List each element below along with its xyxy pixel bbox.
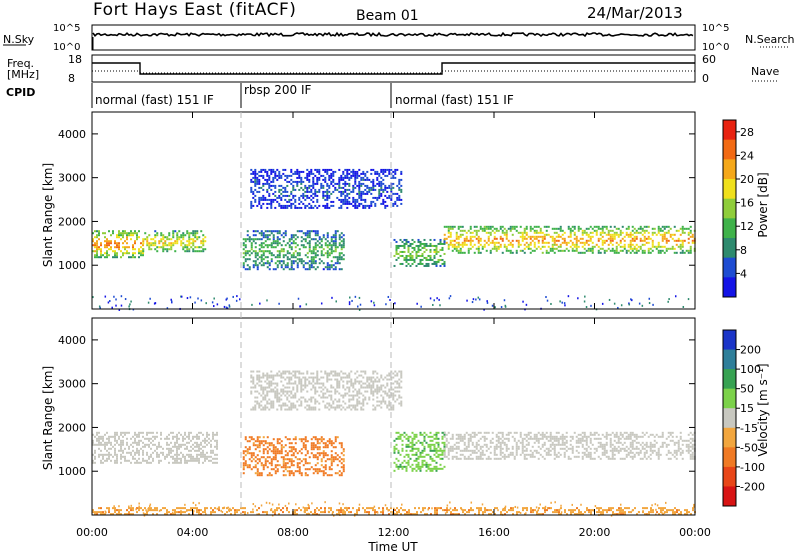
colorbar-tick-label: 16 xyxy=(740,197,754,210)
colorbar-tick-label: -50 xyxy=(740,441,758,454)
cpid-segment-1: normal (fast) 151 IF xyxy=(95,93,214,107)
ytick-label: 4000 xyxy=(58,128,86,141)
colorbar-swatch xyxy=(723,486,736,507)
freq-unit-label: [MHz] xyxy=(7,68,39,81)
nsky-label: N.Sky xyxy=(3,33,35,46)
station-title: Fort Hays East (fitACF) xyxy=(93,0,296,20)
colorbar-tick-label: 28 xyxy=(740,126,754,139)
echo-region xyxy=(92,431,218,464)
velocity-ylabel: Slant Range [km] xyxy=(41,366,55,470)
colorbar-swatch xyxy=(723,427,736,448)
cpid-label: CPID xyxy=(6,86,35,99)
power-panel-frame xyxy=(91,111,696,310)
nsky-strip-frame xyxy=(91,24,696,51)
noise-speckle xyxy=(92,295,690,311)
xtick-label: 04:00 xyxy=(177,526,209,539)
velocity-colorbar: 200 100 50 15 -15 -50 -100 -200 xyxy=(722,329,765,507)
velocity-colorbar-label: Velocity [m s⁻¹] xyxy=(756,363,770,456)
noise-speckle xyxy=(104,501,695,517)
beam-title: Beam 01 xyxy=(356,8,419,24)
colorbar-swatch xyxy=(723,447,736,468)
nsky-trace xyxy=(92,31,694,50)
colorbar-tick-label: -100 xyxy=(740,461,765,474)
ytick-label: 3000 xyxy=(58,172,86,185)
xtick-label: 20:00 xyxy=(579,526,611,539)
echo-region xyxy=(443,225,696,254)
colorbar-frame xyxy=(722,119,737,298)
power-echo-data xyxy=(92,168,696,311)
colorbar-swatch xyxy=(723,238,736,259)
xtick-label: 00:00 xyxy=(679,526,711,539)
colorbar-swatch xyxy=(723,277,736,298)
colorbar-swatch xyxy=(723,330,736,351)
xtick-label: 00:00 xyxy=(76,526,108,539)
velocity-echo-data xyxy=(92,370,696,517)
xtick-label: 08:00 xyxy=(277,526,309,539)
velocity-panel-frame xyxy=(91,317,696,516)
nave-label: Nave xyxy=(751,65,779,78)
freq-label: Freq. xyxy=(7,57,34,70)
nsearch-top-tick: 10^5 xyxy=(702,23,729,34)
cpid-segment-2: rbsp 200 IF xyxy=(244,83,311,97)
colorbar-tick-label: 4 xyxy=(740,267,747,280)
echo-region xyxy=(242,436,345,477)
colorbar-tick-label: -15 xyxy=(740,422,758,435)
colorbar-frame xyxy=(722,329,737,507)
nsearch-label: N.Search xyxy=(745,33,795,46)
colorbar-swatch xyxy=(723,388,736,409)
power-ylabel: Slant Range [km] xyxy=(41,163,55,267)
colorbar-tick-label: 20 xyxy=(740,173,754,186)
ytick-label: 2000 xyxy=(58,421,86,434)
xtick-label: 16:00 xyxy=(478,526,510,539)
echo-region xyxy=(250,168,403,209)
colorbar-tick-label: 200 xyxy=(740,344,761,357)
nave-top-tick: 60 xyxy=(702,53,716,66)
nsearch-bottom-tick: 10^0 xyxy=(702,42,729,53)
colorbar-swatch xyxy=(723,159,736,180)
colorbar-swatch xyxy=(723,198,736,219)
freq-bottom-tick: 8 xyxy=(68,72,75,85)
ytick-label: 4000 xyxy=(58,334,86,347)
echo-region xyxy=(393,431,446,472)
echo-region xyxy=(242,230,345,271)
cpid-segment-3: normal (fast) 151 IF xyxy=(395,93,514,107)
nsky-top-tick: 10^5 xyxy=(53,23,80,34)
x-axis-label: Time UT xyxy=(367,540,418,554)
echo-region xyxy=(250,370,403,411)
nsky-bottom-tick: 10^0 xyxy=(53,42,80,53)
colorbar-swatch xyxy=(723,179,736,200)
ytick-label: 1000 xyxy=(58,259,86,272)
xtick-label: 12:00 xyxy=(378,526,410,539)
colorbar-swatch xyxy=(723,139,736,160)
ytick-label: 3000 xyxy=(58,378,86,391)
colorbar-swatch xyxy=(723,369,736,390)
ytick-label: 1000 xyxy=(58,465,86,478)
colorbar-tick-label: 15 xyxy=(740,402,754,415)
colorbar-swatch xyxy=(723,257,736,278)
colorbar-swatch xyxy=(723,120,736,141)
freq-top-tick: 18 xyxy=(68,53,82,66)
colorbar-tick-label: -200 xyxy=(740,480,765,493)
echo-region xyxy=(142,230,207,253)
date-title: 24/Mar/2013 xyxy=(587,4,683,22)
freq-trace xyxy=(92,62,695,75)
power-colorbar: 4 8 12 16 20 24 28 xyxy=(722,119,754,298)
colorbar-tick-label: 100 xyxy=(740,363,761,376)
echo-region xyxy=(92,230,144,259)
nave-bottom-tick: 0 xyxy=(702,72,709,85)
colorbar-swatch xyxy=(723,408,736,429)
colorbar-swatch xyxy=(723,218,736,239)
colorbar-tick-label: 50 xyxy=(740,383,754,396)
colorbar-tick-label: 12 xyxy=(740,220,754,233)
ytick-label: 2000 xyxy=(58,215,86,228)
colorbar-tick-label: 8 xyxy=(740,244,747,257)
colorbar-swatch xyxy=(723,466,736,487)
colorbar-tick-label: 24 xyxy=(740,149,754,162)
power-colorbar-label: Power [dB] xyxy=(756,172,770,237)
colorbar-swatch xyxy=(723,349,736,370)
echo-region xyxy=(443,431,696,460)
echo-region xyxy=(393,238,446,267)
freq-strip-frame xyxy=(91,54,696,83)
